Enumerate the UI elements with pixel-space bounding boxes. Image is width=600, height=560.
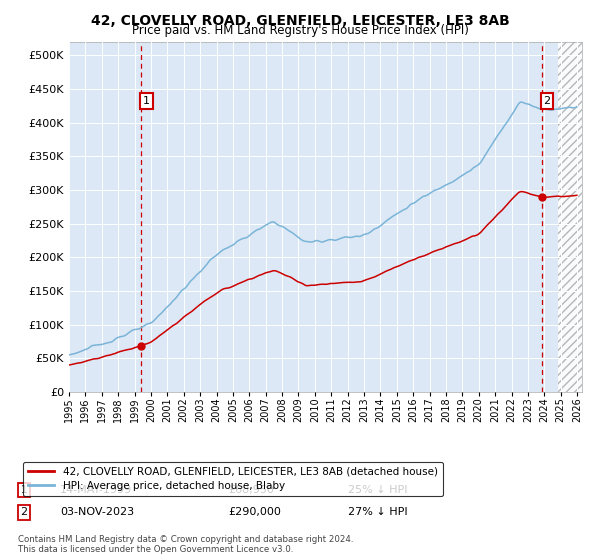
Text: 2: 2 bbox=[544, 96, 550, 106]
Text: 1: 1 bbox=[143, 96, 150, 106]
Text: 27% ↓ HPI: 27% ↓ HPI bbox=[348, 507, 407, 517]
Text: Contains HM Land Registry data © Crown copyright and database right 2024.
This d: Contains HM Land Registry data © Crown c… bbox=[18, 535, 353, 554]
Text: 03-NOV-2023: 03-NOV-2023 bbox=[60, 507, 134, 517]
Legend: 42, CLOVELLY ROAD, GLENFIELD, LEICESTER, LE3 8AB (detached house), HPI: Average : 42, CLOVELLY ROAD, GLENFIELD, LEICESTER,… bbox=[23, 461, 443, 496]
Text: Price paid vs. HM Land Registry's House Price Index (HPI): Price paid vs. HM Land Registry's House … bbox=[131, 24, 469, 37]
Text: 1: 1 bbox=[20, 485, 28, 495]
Text: £68,950: £68,950 bbox=[228, 485, 274, 495]
Text: 2: 2 bbox=[20, 507, 28, 517]
Text: 14-MAY-1999: 14-MAY-1999 bbox=[60, 485, 132, 495]
Text: £290,000: £290,000 bbox=[228, 507, 281, 517]
Text: 42, CLOVELLY ROAD, GLENFIELD, LEICESTER, LE3 8AB: 42, CLOVELLY ROAD, GLENFIELD, LEICESTER,… bbox=[91, 14, 509, 28]
Bar bbox=[558, 42, 582, 392]
Bar bbox=[558, 42, 582, 392]
Text: 25% ↓ HPI: 25% ↓ HPI bbox=[348, 485, 407, 495]
